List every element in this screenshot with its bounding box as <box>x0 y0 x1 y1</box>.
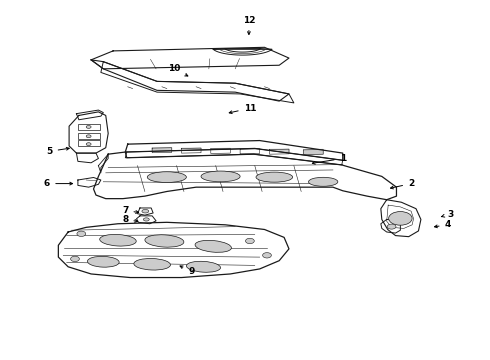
Text: 4: 4 <box>435 220 451 229</box>
Polygon shape <box>152 148 171 153</box>
Text: 12: 12 <box>243 16 255 35</box>
Text: 2: 2 <box>391 179 414 189</box>
Polygon shape <box>213 49 272 55</box>
Ellipse shape <box>256 172 293 182</box>
Text: 9: 9 <box>180 266 195 276</box>
Polygon shape <box>98 154 108 173</box>
Ellipse shape <box>387 224 396 229</box>
Polygon shape <box>91 60 289 101</box>
Polygon shape <box>211 148 230 153</box>
Ellipse shape <box>201 171 240 182</box>
Ellipse shape <box>86 126 91 129</box>
Ellipse shape <box>245 238 254 244</box>
Polygon shape <box>387 205 414 228</box>
Polygon shape <box>381 200 421 237</box>
Polygon shape <box>138 208 153 215</box>
Text: 10: 10 <box>168 64 188 76</box>
Ellipse shape <box>195 240 231 252</box>
Polygon shape <box>240 149 260 154</box>
Ellipse shape <box>87 256 119 267</box>
Ellipse shape <box>309 177 338 186</box>
Ellipse shape <box>389 212 412 225</box>
Ellipse shape <box>86 143 91 145</box>
Polygon shape <box>78 177 101 187</box>
Polygon shape <box>91 47 289 69</box>
Polygon shape <box>76 110 103 120</box>
Polygon shape <box>76 153 98 163</box>
Text: 11: 11 <box>229 104 256 114</box>
Polygon shape <box>58 222 289 278</box>
Polygon shape <box>137 216 156 224</box>
FancyBboxPatch shape <box>78 133 100 139</box>
Text: 1: 1 <box>312 154 346 164</box>
Polygon shape <box>125 140 343 160</box>
Ellipse shape <box>186 261 220 272</box>
Text: 7: 7 <box>122 206 139 215</box>
Polygon shape <box>270 149 289 154</box>
Polygon shape <box>125 148 343 165</box>
Ellipse shape <box>145 235 184 247</box>
FancyBboxPatch shape <box>78 140 100 146</box>
Ellipse shape <box>77 231 86 237</box>
Text: 6: 6 <box>44 179 73 188</box>
Text: 8: 8 <box>122 215 138 224</box>
Text: 5: 5 <box>47 147 69 156</box>
Ellipse shape <box>71 256 79 262</box>
Polygon shape <box>94 152 396 200</box>
Ellipse shape <box>86 135 91 138</box>
Polygon shape <box>101 62 294 103</box>
Polygon shape <box>381 220 400 233</box>
Polygon shape <box>181 148 201 153</box>
Ellipse shape <box>142 210 149 213</box>
Polygon shape <box>69 112 108 153</box>
Polygon shape <box>304 149 323 154</box>
FancyBboxPatch shape <box>78 124 100 130</box>
Ellipse shape <box>99 234 136 246</box>
Ellipse shape <box>147 172 186 183</box>
Ellipse shape <box>144 218 149 221</box>
Text: 3: 3 <box>441 210 453 219</box>
Ellipse shape <box>134 258 171 270</box>
Ellipse shape <box>263 253 271 258</box>
